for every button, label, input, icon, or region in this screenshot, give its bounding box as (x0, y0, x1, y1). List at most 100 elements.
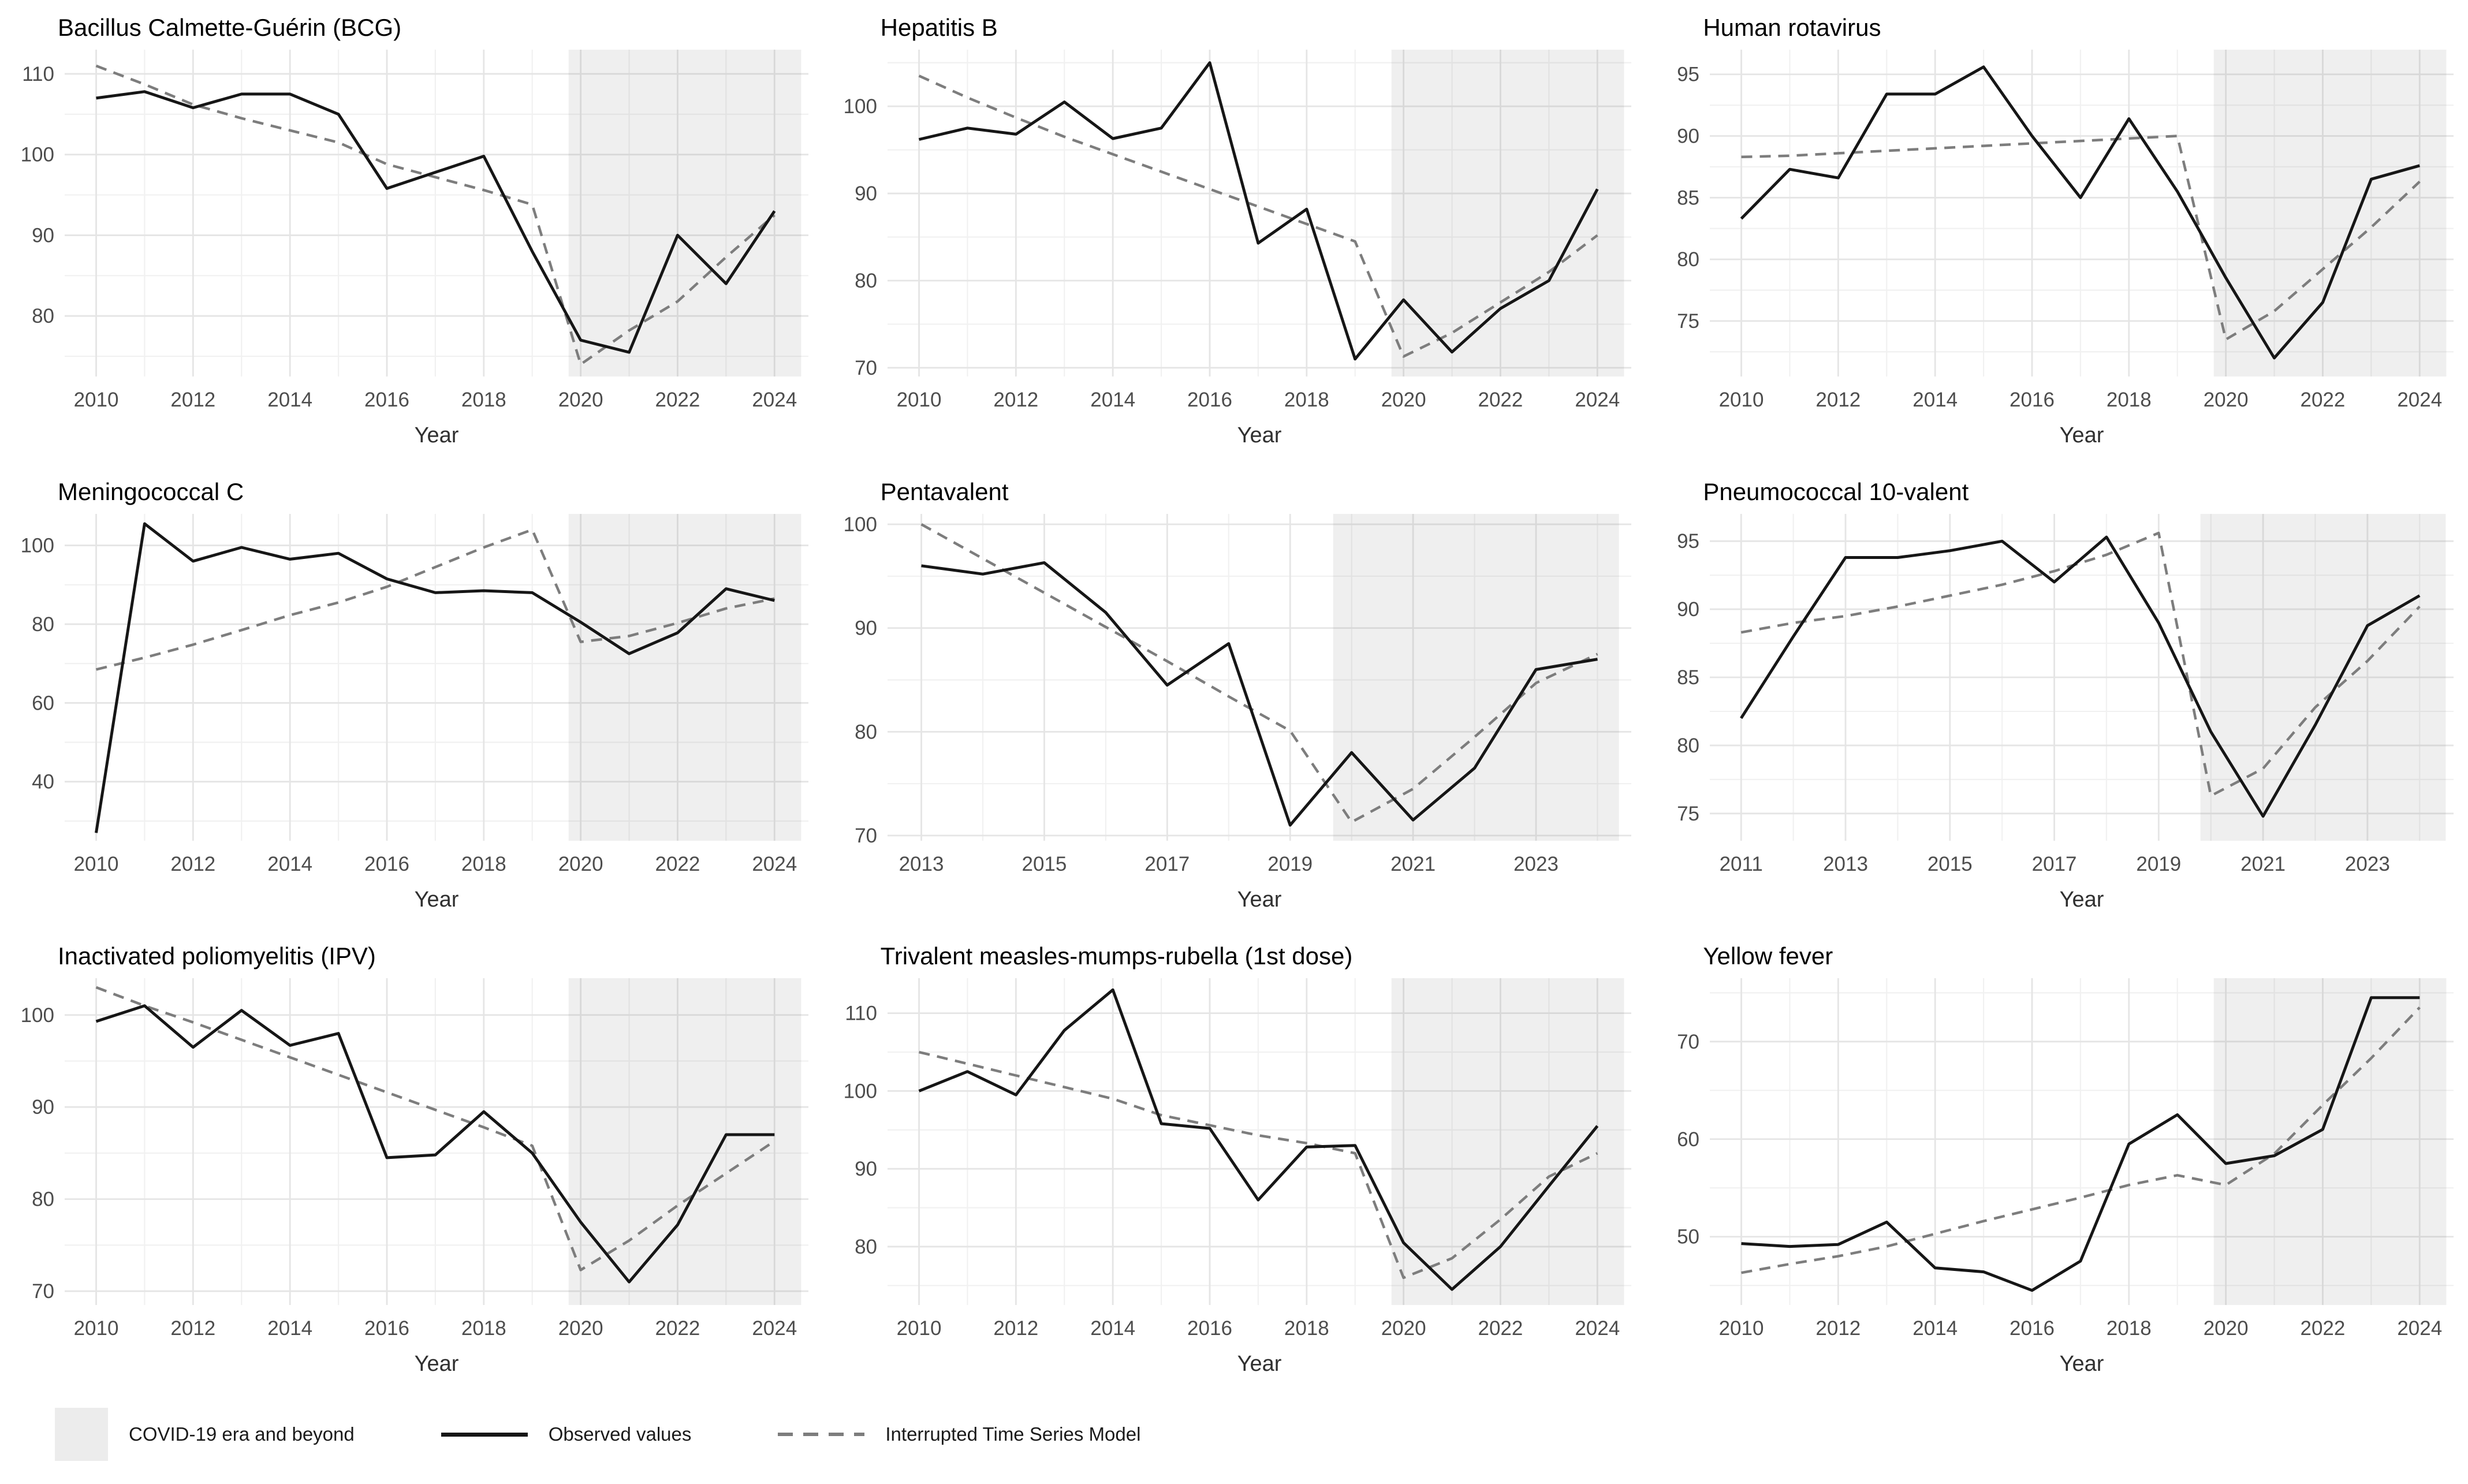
svg-text:Year: Year (415, 1352, 459, 1376)
svg-text:2012: 2012 (1816, 389, 1861, 411)
svg-text:2016: 2016 (364, 389, 409, 411)
svg-text:2013: 2013 (899, 853, 944, 875)
svg-text:Year: Year (1237, 888, 1281, 912)
plot-meningococcal-c: 40 60 80 100 2010 2012 2014 2016 2018 2020 2022 202… (21, 514, 808, 912)
svg-text:2020: 2020 (1381, 1317, 1426, 1340)
svg-text:2024: 2024 (752, 1317, 797, 1340)
chart-title-meningococcal-c: Meningococcal C (58, 478, 244, 505)
svg-text:95: 95 (1677, 64, 1699, 86)
chart-title-hepatitis-b: Hepatitis B (880, 14, 998, 41)
svg-text:100: 100 (843, 513, 877, 536)
svg-text:2020: 2020 (2204, 1317, 2249, 1340)
svg-text:2012: 2012 (170, 1317, 215, 1340)
svg-text:80: 80 (32, 1188, 54, 1211)
svg-text:2021: 2021 (2240, 853, 2286, 875)
charts-grid: Bacillus Calmette-Guérin (BCG) 80 90 100 11… (0, 0, 2468, 1393)
svg-text:2020: 2020 (558, 1317, 603, 1340)
svg-text:85: 85 (1677, 187, 1699, 209)
svg-text:70: 70 (32, 1280, 54, 1303)
svg-text:2023: 2023 (1513, 853, 1559, 875)
legend-covid-label: COVID-19 era and beyond (129, 1423, 355, 1445)
svg-text:Year: Year (1237, 1352, 1281, 1376)
svg-text:2022: 2022 (1478, 389, 1523, 411)
svg-text:2012: 2012 (993, 1317, 1038, 1340)
svg-text:75: 75 (1677, 803, 1699, 825)
svg-text:2014: 2014 (267, 389, 312, 411)
plot-hepatitis-b: 70 80 90 100 2010 2012 2014 2016 2018 2020 2022 202… (843, 50, 1631, 448)
svg-text:80: 80 (1677, 248, 1699, 271)
chart-title-mmr: Trivalent measles-mumps-rubella (1st dos… (880, 942, 1353, 970)
svg-text:100: 100 (21, 1004, 54, 1027)
svg-text:95: 95 (1677, 530, 1699, 553)
svg-text:2014: 2014 (1913, 1317, 1958, 1340)
svg-text:70: 70 (855, 357, 877, 379)
svg-text:2020: 2020 (558, 853, 603, 875)
svg-text:70: 70 (855, 825, 877, 847)
svg-text:Year: Year (1237, 423, 1281, 448)
svg-text:100: 100 (21, 144, 54, 166)
svg-text:110: 110 (22, 63, 54, 85)
svg-text:2020: 2020 (1381, 389, 1426, 411)
svg-text:2016: 2016 (1187, 1317, 1232, 1340)
svg-text:2010: 2010 (74, 853, 119, 875)
svg-text:2011: 2011 (1720, 853, 1763, 875)
svg-text:2017: 2017 (1144, 853, 1190, 875)
model-line-swatch (778, 1433, 865, 1436)
svg-text:Year: Year (415, 888, 459, 912)
svg-text:2015: 2015 (1928, 853, 1973, 875)
svg-text:2012: 2012 (1816, 1317, 1861, 1340)
svg-text:80: 80 (32, 305, 54, 327)
svg-text:100: 100 (843, 1080, 877, 1102)
svg-text:2023: 2023 (2345, 853, 2390, 875)
legend-observed-label: Observed values (548, 1423, 692, 1445)
chart-hepatitis-b: Hepatitis B 70 80 90 100 2010 2012 2014 2016 201… (823, 0, 1646, 464)
chart-title-pentavalent: Pentavalent (880, 478, 1009, 505)
legend-item-model: Interrupted Time Series Model (778, 1423, 1140, 1445)
svg-text:2018: 2018 (461, 389, 506, 411)
svg-text:2024: 2024 (752, 389, 797, 411)
svg-text:2014: 2014 (267, 1317, 312, 1340)
chart-meningococcal-c: Meningococcal C 40 60 80 100 2010 2012 2014 201… (0, 464, 823, 929)
svg-text:2014: 2014 (267, 853, 312, 875)
svg-text:2014: 2014 (1913, 389, 1958, 411)
svg-text:2010: 2010 (1719, 1317, 1764, 1340)
svg-text:2017: 2017 (2032, 853, 2077, 875)
plot-ipv: 70 80 90 100 2010 2012 2014 2016 2018 2020 2022 202… (21, 978, 808, 1376)
svg-text:2018: 2018 (461, 1317, 506, 1340)
legend-model-label: Interrupted Time Series Model (885, 1423, 1141, 1445)
svg-text:2022: 2022 (655, 1317, 700, 1340)
svg-text:2024: 2024 (1575, 389, 1620, 411)
chart-yellow-fever: Yellow fever 50 60 70 2010 2012 2014 2016 2018 2… (1645, 929, 2468, 1393)
svg-text:2016: 2016 (364, 1317, 409, 1340)
svg-text:90: 90 (1677, 125, 1699, 148)
svg-text:2016: 2016 (2010, 389, 2055, 411)
svg-text:80: 80 (855, 1236, 877, 1258)
svg-text:2016: 2016 (1187, 389, 1232, 411)
svg-text:2018: 2018 (1284, 389, 1329, 411)
chart-pneumococcal: Pneumococcal 10-valent 75 80 85 90 95 2011 201… (1645, 464, 2468, 929)
svg-text:2018: 2018 (2107, 1317, 2152, 1340)
svg-text:50: 50 (1677, 1226, 1699, 1248)
svg-text:90: 90 (855, 182, 877, 205)
plot-rotavirus: 75 80 85 90 95 2010 2012 2014 2016 2018 2020 2022 20… (1677, 50, 2454, 448)
plot-bcg: 80 90 100 110 2010 2012 2014 2016 2018 2020 2022 20… (21, 50, 808, 448)
svg-text:2019: 2019 (2137, 853, 2182, 875)
svg-text:90: 90 (855, 1158, 877, 1180)
plot-yellow-fever: 50 60 70 2010 2012 2014 2016 2018 2020 2022 2024 Ye… (1677, 978, 2454, 1376)
svg-text:2022: 2022 (1478, 1317, 1523, 1340)
svg-text:80: 80 (855, 721, 877, 743)
chart-title-yellow-fever: Yellow fever (1703, 942, 1833, 970)
svg-text:2024: 2024 (1575, 1317, 1620, 1340)
svg-text:2020: 2020 (2204, 389, 2249, 411)
plot-pentavalent: 70 80 90 100 2013 2015 2017 2019 2021 2023 Year (843, 513, 1631, 912)
svg-text:2024: 2024 (752, 853, 797, 875)
svg-text:2012: 2012 (170, 389, 215, 411)
svg-text:80: 80 (855, 270, 877, 292)
plot-pneumococcal: 75 80 85 90 95 2011 2013 2015 2017 2019 2021 2023 Ye… (1677, 514, 2454, 912)
svg-text:2014: 2014 (1090, 389, 1135, 411)
chart-title-rotavirus: Human rotavirus (1703, 14, 1881, 41)
svg-text:2021: 2021 (1390, 853, 1436, 875)
svg-text:90: 90 (32, 1096, 54, 1118)
chart-title-ipv: Inactivated poliomyelitis (IPV) (58, 942, 376, 970)
chart-title-bcg: Bacillus Calmette-Guérin (BCG) (58, 14, 402, 41)
